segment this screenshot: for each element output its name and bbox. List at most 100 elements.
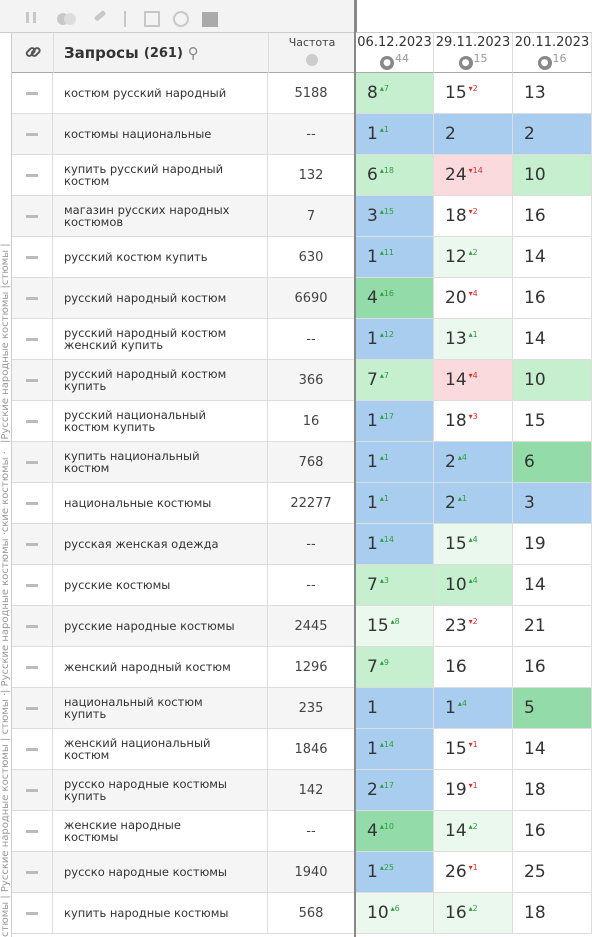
- frequency: 630: [268, 237, 355, 278]
- position: 14: [524, 247, 546, 267]
- row-icon: [12, 73, 53, 114]
- divider: [354, 0, 356, 937]
- position-change: ▴12: [379, 330, 395, 339]
- position-cell: 16: [513, 196, 592, 237]
- query: русский костюм купить: [53, 237, 268, 278]
- position: 1: [367, 452, 378, 472]
- query: магазин русских народных костюмов: [53, 196, 268, 237]
- row-icon: [12, 278, 53, 319]
- query: русский народный костюм купить: [53, 360, 268, 401]
- position-cell: 14: [513, 319, 592, 360]
- position-change: ▴1: [379, 125, 389, 134]
- position: 16: [445, 657, 467, 677]
- position-cell: 21: [513, 606, 592, 647]
- position-cell: 18 ▾3: [434, 401, 513, 442]
- frequency: 235: [268, 688, 355, 729]
- position: 1: [445, 698, 456, 718]
- position-cell: 2 ▴4: [434, 442, 513, 483]
- frequency: 1296: [268, 647, 355, 688]
- position-cell: 10: [513, 155, 592, 196]
- row-icon: [12, 852, 53, 893]
- side-label: стюмы | Русские народные костюмы | стюмы…: [0, 693, 11, 937]
- row-icon: [12, 524, 53, 565]
- position-cell: 19 ▾1: [434, 770, 513, 811]
- position: 1: [367, 124, 378, 144]
- header-left: Запросы (261) ⚲ Частота: [12, 33, 355, 73]
- position: 18: [445, 411, 467, 431]
- position-change: ▴4: [457, 699, 467, 708]
- position-cell: 3: [513, 483, 592, 524]
- date-count-row: ● 15: [434, 52, 512, 70]
- position-cell: 1: [356, 688, 434, 729]
- query: национальные костюмы: [53, 483, 268, 524]
- position: 15: [367, 616, 389, 636]
- percent-icon: ●: [537, 56, 552, 70]
- frequency: 7: [268, 196, 355, 237]
- side-strip: |Русские народные костюмы |стюмы | | Русс…: [0, 33, 12, 937]
- position: 1: [367, 247, 378, 267]
- position: 15: [445, 534, 467, 554]
- position-cell: 16 ▴2: [434, 893, 513, 934]
- position-cell: 26 ▾1: [434, 852, 513, 893]
- position-cell: 3 ▴15: [356, 196, 434, 237]
- position-change: ▾2: [468, 617, 478, 626]
- position-change: ▴1: [457, 494, 467, 503]
- frequency: --: [268, 114, 355, 155]
- position-cell: 15 ▴8: [356, 606, 434, 647]
- position-cell: 10 ▴4: [434, 565, 513, 606]
- query: русская женская одежда: [53, 524, 268, 565]
- position: 1: [367, 739, 378, 759]
- position-change: ▾2: [468, 84, 478, 93]
- dash-icon: [26, 378, 38, 382]
- position: 10: [367, 903, 389, 923]
- dash-icon: [26, 665, 38, 669]
- position: 1: [367, 493, 378, 513]
- date: 29.11.2023: [435, 35, 511, 50]
- query: женский национальный костюм: [53, 729, 268, 770]
- position-cell: 2 ▴1: [434, 483, 513, 524]
- position-cell: 2: [513, 114, 592, 155]
- position: 1: [367, 329, 378, 349]
- position-change: ▾14: [468, 166, 483, 175]
- position: 1: [367, 534, 378, 554]
- dash-icon: [26, 870, 38, 874]
- side-label: |Русские народные костюмы |стюмы |: [0, 243, 11, 443]
- query: русские костюмы: [53, 565, 268, 606]
- position-change: ▾4: [468, 371, 478, 380]
- row-icon: [12, 483, 53, 524]
- frequency: 132: [268, 155, 355, 196]
- dash-icon: [26, 624, 38, 628]
- date-count: 44: [395, 52, 409, 65]
- position-change: ▴17: [379, 412, 395, 421]
- position-cell: 1 ▴25: [356, 852, 434, 893]
- position-cell: 15 ▾1: [434, 729, 513, 770]
- position: 24: [445, 165, 467, 185]
- position: 5: [524, 698, 535, 718]
- position-cell: 1 ▴14: [356, 729, 434, 770]
- position-cell: 2 ▴17: [356, 770, 434, 811]
- row-icon: [12, 442, 53, 483]
- position: 14: [524, 575, 546, 595]
- dash-icon: [26, 747, 38, 751]
- date-header: 29.11.2023 ● 15: [434, 33, 513, 73]
- position: 26: [445, 862, 467, 882]
- position-change: ▴2: [468, 822, 478, 831]
- position: 7: [367, 657, 378, 677]
- position-cell: 14: [513, 565, 592, 606]
- row-icon: [12, 729, 53, 770]
- position-cell: 14: [513, 237, 592, 278]
- frequency: 142: [268, 770, 355, 811]
- position: 3: [524, 493, 535, 513]
- query: костюм русский народный: [53, 73, 268, 114]
- position-change: ▾3: [468, 412, 478, 421]
- position-change: ▾2: [468, 207, 478, 216]
- dash-icon: [26, 173, 38, 177]
- position: 4: [367, 288, 378, 308]
- position: 4: [367, 821, 378, 841]
- date-count-row: ● 16: [513, 52, 591, 70]
- date-header: 06.12.2023 ● 44: [356, 33, 434, 73]
- position: 8: [367, 83, 378, 103]
- position: 2: [367, 780, 378, 800]
- position-cell: 4 ▴10: [356, 811, 434, 852]
- frequency: 6690: [268, 278, 355, 319]
